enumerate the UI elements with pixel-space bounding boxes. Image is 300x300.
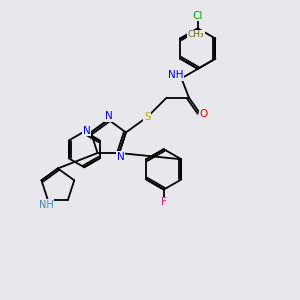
Text: N: N (117, 152, 124, 162)
Text: S: S (144, 112, 151, 122)
Text: NH: NH (39, 200, 54, 210)
Text: Cl: Cl (193, 11, 203, 21)
Text: N: N (82, 126, 90, 136)
Text: CH₃: CH₃ (188, 30, 204, 39)
Text: N: N (104, 111, 112, 121)
Text: NH: NH (168, 70, 184, 80)
Text: F: F (161, 197, 167, 207)
Text: O: O (200, 109, 208, 119)
